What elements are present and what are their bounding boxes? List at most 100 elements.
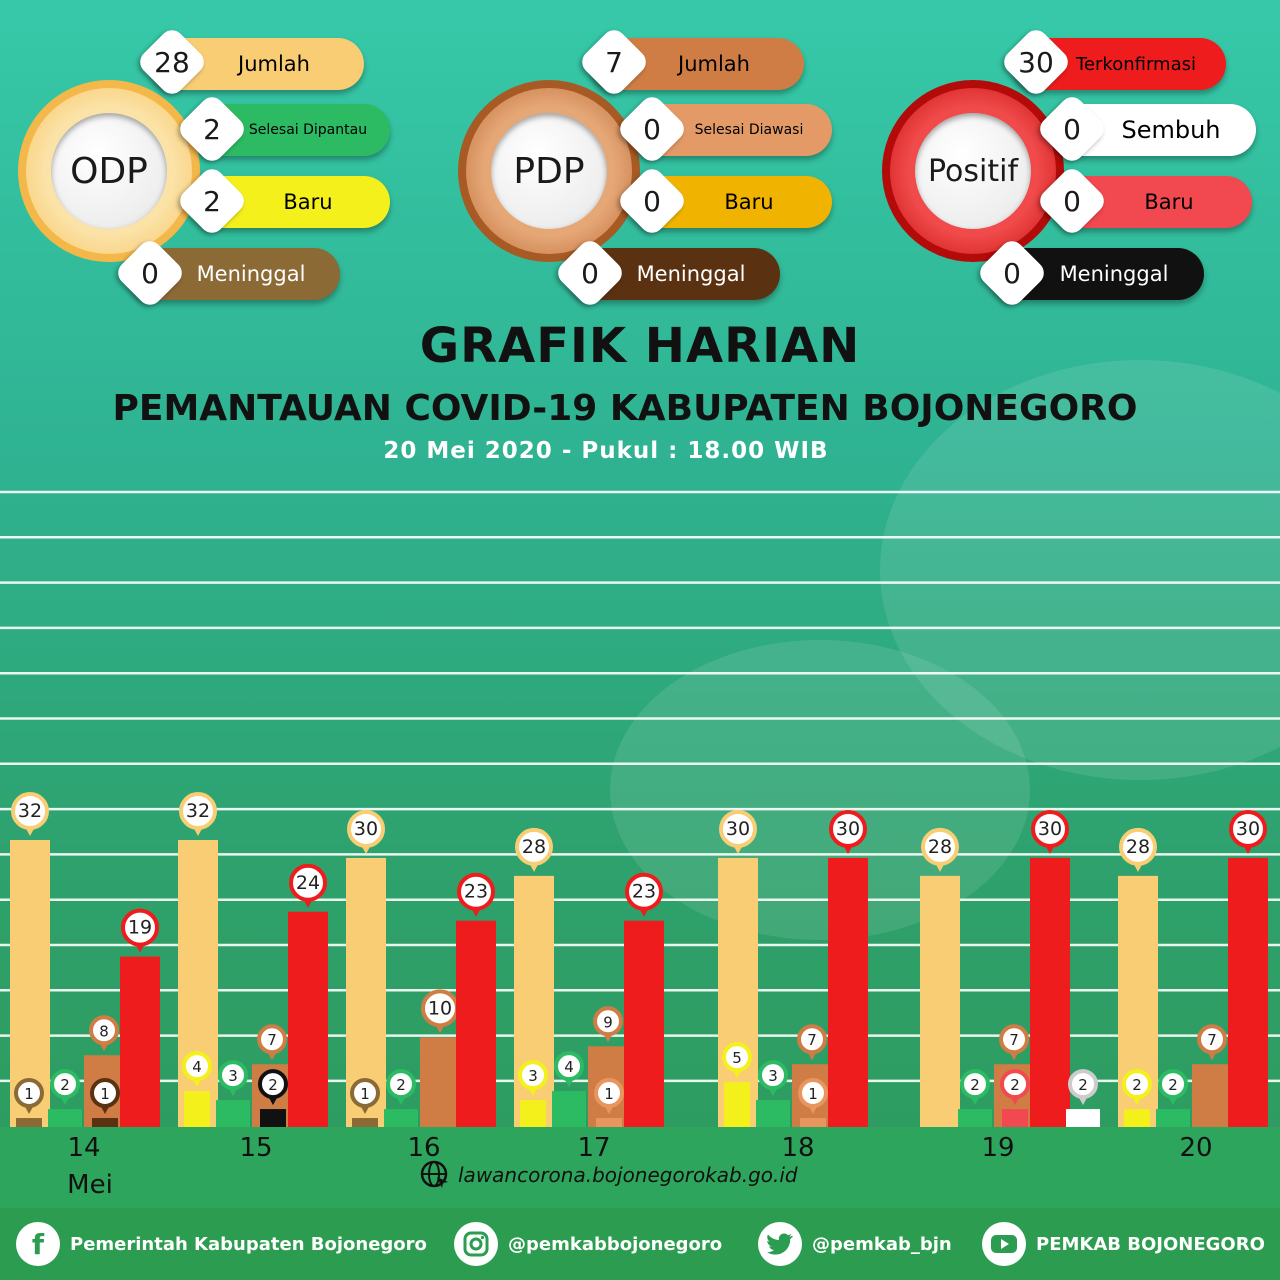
data-marker-18-pdp [797, 1024, 827, 1055]
data-label-20-pdp: 7 [1207, 1031, 1217, 1049]
odp-selesai-value: 2 [203, 112, 221, 146]
bar-19-odp_done [958, 1109, 992, 1127]
data-label-14-pdp_dead: 1 [100, 1085, 110, 1103]
twitter-link[interactable]: @pemkab_bjn [758, 1222, 952, 1266]
data-marker-17-odp_new [518, 1060, 548, 1091]
data-label-18-odp: 30 [726, 818, 750, 840]
facebook-label: Pemerintah Kabupaten Bojonegoro [70, 1233, 427, 1255]
positif-core: Positif [915, 113, 1031, 229]
data-label-15-pdp: 7 [267, 1031, 277, 1049]
bar-15-odp_new [184, 1091, 210, 1127]
data-label-17-pos: 23 [632, 881, 656, 903]
bar-20-odp_new [1124, 1109, 1150, 1127]
data-marker-14-pdp_dead [90, 1078, 120, 1109]
data-label-15-pos_dead: 2 [268, 1076, 278, 1094]
data-label-17-pdp: 9 [603, 1013, 613, 1031]
map-silhouette [880, 360, 1280, 780]
odp-title: ODP [70, 150, 148, 192]
data-label-19-pos_new: 2 [1010, 1076, 1020, 1094]
pdp-baru-label: Baru [724, 190, 774, 214]
data-label-14-odp: 32 [18, 800, 42, 822]
data-marker-15-pos_dead [258, 1069, 288, 1100]
x-tick-20: 20 [1179, 1133, 1212, 1163]
data-label-15-odp_new: 4 [192, 1058, 202, 1076]
data-label-16-odp: 30 [354, 818, 378, 840]
data-marker-15-odp [179, 792, 217, 830]
data-label-14-pdp: 8 [99, 1022, 109, 1040]
odp-meninggal-label: Meninggal [196, 262, 306, 286]
instagram-link[interactable]: @pemkabbojonegoro [454, 1222, 722, 1266]
data-marker-20-pdp [1197, 1024, 1227, 1055]
pdp-meninggal-value: 0 [581, 256, 599, 290]
positif-meninggal-value: 0 [1003, 256, 1021, 290]
data-label-18-pdp: 7 [807, 1031, 817, 1049]
data-marker-19-pos_recov [1068, 1069, 1098, 1100]
pdp-selesai-value: 0 [643, 112, 661, 146]
bar-20-odp_done [1156, 1109, 1190, 1127]
youtube-icon [982, 1222, 1026, 1266]
bar-15-odp_done [216, 1100, 250, 1127]
positif-ring: Positif [882, 80, 1064, 262]
data-marker-18-odp_done [758, 1060, 788, 1091]
instagram-icon [454, 1222, 498, 1266]
data-marker-17-odp_done [554, 1051, 584, 1082]
data-label-19-pos_recov: 2 [1078, 1076, 1088, 1094]
pdp-jumlah-value: 7 [605, 45, 623, 79]
data-marker-18-pos [829, 809, 867, 848]
data-label-18-odp_new: 5 [732, 1049, 742, 1067]
positif-title: Positif [928, 153, 1018, 189]
bar-20-pos [1228, 857, 1268, 1127]
pdp-selesai-label: Selesai Diawasi [694, 122, 804, 138]
positif-sembuh-value: 0 [1063, 112, 1081, 146]
bar-16-pdp [420, 1037, 460, 1127]
data-label-16-pdp: 10 [428, 997, 452, 1019]
data-marker-17-pdp_new [594, 1078, 624, 1109]
odp-jumlah-label: Jumlah [238, 52, 310, 76]
bar-14-odp_dead [16, 1118, 42, 1127]
bar-18-odp_done [756, 1100, 790, 1127]
data-label-15-pos: 24 [296, 872, 320, 894]
data-marker-14-pos [121, 908, 159, 947]
data-marker-16-odp [347, 809, 385, 848]
positif-terkonfirmasi-label: Terkonfirmasi [1076, 53, 1196, 75]
data-marker-20-odp_new [1122, 1069, 1152, 1100]
website-url: lawancorona.bojonegorokab.go.id [458, 1163, 798, 1187]
x-month-label: Mei [67, 1170, 113, 1200]
data-marker-19-pdp [999, 1024, 1029, 1055]
data-label-19-odp_done: 2 [970, 1076, 980, 1094]
bar-18-pdp_new [800, 1118, 826, 1127]
odp-ring: ODP [18, 80, 200, 262]
youtube-link[interactable]: PEMKAB BOJONEGORO [982, 1222, 1265, 1266]
x-tick-18: 18 [781, 1133, 814, 1163]
data-label-17-odp: 28 [522, 836, 546, 858]
pdp-jumlah-label: Jumlah [678, 52, 750, 76]
youtube-label: PEMKAB BOJONEGORO [1036, 1233, 1265, 1255]
website-link[interactable]: lawancorona.bojonegorokab.go.id [420, 1160, 798, 1190]
data-marker-19-odp [921, 827, 959, 866]
positif-baru-value: 0 [1063, 184, 1081, 218]
pdp-meninggal-label: Meninggal [636, 262, 746, 286]
data-label-15-odp_done: 3 [228, 1067, 238, 1085]
data-label-19-pdp: 7 [1009, 1031, 1019, 1049]
facebook-link[interactable]: f Pemerintah Kabupaten Bojonegoro [16, 1222, 427, 1266]
globe-icon [420, 1160, 448, 1188]
data-label-20-odp: 28 [1126, 836, 1150, 858]
bar-14-pos [120, 956, 160, 1127]
data-marker-19-pos [1031, 809, 1069, 848]
pdp-title: PDP [513, 150, 585, 192]
data-marker-15-odp_done [218, 1060, 248, 1091]
bar-15-pos [288, 911, 328, 1127]
chart-title: GRAFIK HARIAN [419, 318, 861, 374]
bar-19-pos [1030, 857, 1070, 1127]
data-label-18-pos: 30 [836, 818, 860, 840]
data-marker-20-pos [1229, 809, 1267, 848]
data-marker-17-odp [515, 827, 553, 866]
bar-18-odp_new [724, 1082, 750, 1127]
data-marker-18-odp [719, 809, 757, 848]
odp-jumlah-value: 28 [154, 45, 190, 79]
data-marker-19-odp_done [960, 1069, 990, 1100]
data-marker-19-pos_new [1000, 1069, 1030, 1100]
data-marker-14-odp_done [50, 1069, 80, 1100]
